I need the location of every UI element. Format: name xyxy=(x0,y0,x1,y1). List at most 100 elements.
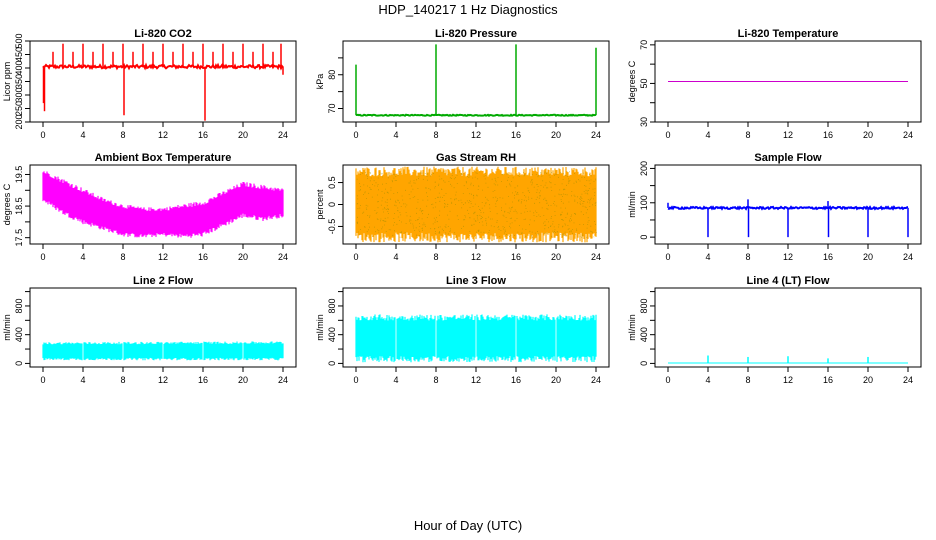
x-axis-caption: Hour of Day (UTC) xyxy=(413,518,523,533)
x-tick-label: 12 xyxy=(471,375,481,385)
panel-title: Line 4 (LT) Flow xyxy=(747,275,830,287)
y-tick-label: 800 xyxy=(327,298,337,313)
data-layer xyxy=(355,314,597,363)
x-tick-label: 4 xyxy=(705,252,710,262)
series-band xyxy=(42,341,284,361)
data-layer xyxy=(42,341,284,361)
x-tick-label: 16 xyxy=(511,130,521,140)
y-tick-label: 200 xyxy=(639,161,649,176)
data-layer xyxy=(42,171,284,238)
series-line xyxy=(355,113,597,117)
y-tick-label: 300 xyxy=(14,87,24,102)
series-band xyxy=(355,314,597,363)
x-tick-label: 12 xyxy=(158,130,168,140)
y-tick-label: 17.5 xyxy=(14,229,24,247)
x-tick-label: 8 xyxy=(745,252,750,262)
x-tick-label: 20 xyxy=(238,130,248,140)
x-tick-label: 24 xyxy=(903,252,913,262)
data-layer xyxy=(355,166,597,243)
y-tick-label: 400 xyxy=(327,327,337,342)
x-tick-label: 8 xyxy=(745,130,750,140)
y-tick-label: 400 xyxy=(639,327,649,342)
x-tick-label: 8 xyxy=(433,130,438,140)
x-tick-label: 4 xyxy=(393,375,398,385)
x-tick-label: 4 xyxy=(705,130,710,140)
x-tick-label: 16 xyxy=(511,375,521,385)
x-tick-label: 12 xyxy=(783,252,793,262)
x-tick-label: 16 xyxy=(823,252,833,262)
x-tick-label: 24 xyxy=(591,375,601,385)
panel-title: Sample Flow xyxy=(754,152,822,164)
panel-title: Li-820 Temperature xyxy=(738,28,839,40)
series-band xyxy=(42,171,284,238)
y-tick-label: 0 xyxy=(639,235,649,240)
panel-2: Li-820 Pressure kPa 0 4 8 12 16 20 24 70 80 xyxy=(315,28,610,140)
x-tick-label: 0 xyxy=(665,375,670,385)
x-tick-label: 12 xyxy=(158,252,168,262)
y-tick-label: 30 xyxy=(639,117,649,127)
x-tick-label: 24 xyxy=(278,252,288,262)
y-tick-label: 350 xyxy=(14,74,24,89)
x-tick-label: 0 xyxy=(353,375,358,385)
x-tick-label: 20 xyxy=(863,130,873,140)
y-tick-label: 450 xyxy=(14,47,24,62)
y-tick-label: 80 xyxy=(327,70,337,80)
y-tick-label: 250 xyxy=(14,101,24,116)
y-axis-label: ml/min xyxy=(2,314,12,341)
x-tick-label: 24 xyxy=(278,375,288,385)
x-tick-label: 16 xyxy=(823,130,833,140)
x-tick-label: 4 xyxy=(393,130,398,140)
panel-title: Line 2 Flow xyxy=(133,275,193,287)
panel-4: Ambient Box Temperature degrees C 0 4 8 12 16 2… xyxy=(2,152,297,262)
x-tick-label: 24 xyxy=(591,252,601,262)
panel-3: Li-820 Temperature degrees C 0 4 8 12 16 20 24 30… xyxy=(627,28,922,140)
y-axis-label: Licor ppm xyxy=(2,62,12,102)
x-tick-label: 24 xyxy=(903,130,913,140)
panel-9: Line 4 (LT) Flow ml/min 0 4 8 12 16 20 24 0 400 800 xyxy=(627,275,922,385)
x-tick-label: 8 xyxy=(120,375,125,385)
data-layer xyxy=(355,44,597,117)
y-axis-label: degrees C xyxy=(627,60,637,102)
y-tick-label: 0 xyxy=(327,361,337,366)
x-tick-label: 20 xyxy=(551,375,561,385)
panel-6: Sample Flow ml/min 0 4 8 12 16 20 24 0 100 200 xyxy=(627,152,922,262)
x-tick-label: 16 xyxy=(823,375,833,385)
x-tick-label: 12 xyxy=(158,375,168,385)
y-axis-label: percent xyxy=(315,189,325,220)
x-tick-label: 20 xyxy=(238,252,248,262)
y-tick-label: -0.5 xyxy=(327,219,337,235)
x-tick-label: 20 xyxy=(238,375,248,385)
panel-title: Ambient Box Temperature xyxy=(95,152,232,164)
x-tick-label: 16 xyxy=(198,252,208,262)
x-tick-label: 0 xyxy=(353,252,358,262)
x-tick-label: 16 xyxy=(198,130,208,140)
series-points xyxy=(356,171,597,238)
y-tick-label: 800 xyxy=(639,298,649,313)
x-tick-label: 16 xyxy=(198,375,208,385)
y-tick-label: 70 xyxy=(639,40,649,50)
y-tick-label: 0 xyxy=(14,361,24,366)
x-tick-label: 16 xyxy=(511,252,521,262)
y-tick-label: 200 xyxy=(14,114,24,129)
x-tick-label: 4 xyxy=(393,252,398,262)
figure-title: HDP_140217 1 Hz Diagnostics xyxy=(378,2,558,17)
data-layer xyxy=(667,199,909,238)
x-tick-label: 8 xyxy=(433,252,438,262)
x-tick-label: 0 xyxy=(665,130,670,140)
x-tick-label: 4 xyxy=(80,252,85,262)
x-tick-label: 24 xyxy=(278,130,288,140)
data-layer xyxy=(42,43,284,121)
x-tick-label: 12 xyxy=(471,130,481,140)
x-tick-label: 12 xyxy=(471,252,481,262)
x-tick-label: 8 xyxy=(433,375,438,385)
x-tick-label: 20 xyxy=(863,375,873,385)
data-layer xyxy=(668,355,908,364)
x-tick-label: 20 xyxy=(551,252,561,262)
y-tick-label: 70 xyxy=(327,103,337,113)
y-axis-label: kPa xyxy=(315,74,325,90)
panel-title: Line 3 Flow xyxy=(446,275,506,287)
x-tick-label: 0 xyxy=(40,375,45,385)
y-axis-label: degrees C xyxy=(2,183,12,225)
